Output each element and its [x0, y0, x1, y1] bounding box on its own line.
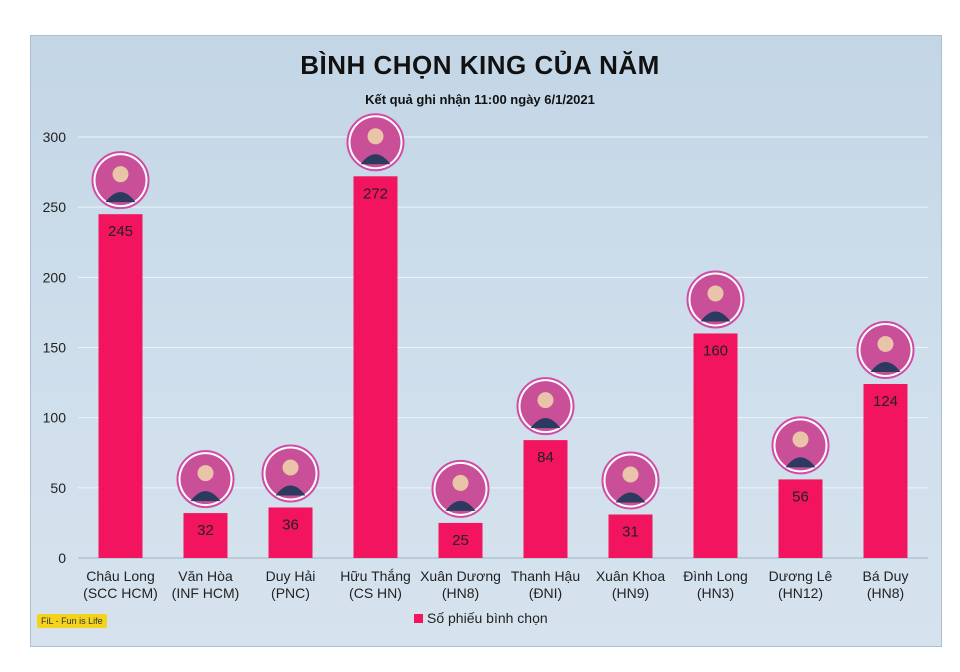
x-tick-label: (HN12) — [778, 585, 823, 601]
x-tick-label: (HN3) — [697, 585, 734, 601]
avatar-head — [792, 431, 809, 448]
x-tick-label: (INF HCM) — [172, 585, 240, 601]
data-label: 245 — [108, 223, 133, 240]
x-tick-label: Xuân Dương — [420, 568, 501, 584]
x-tick-label: Thanh Hậu — [511, 568, 580, 584]
avatar-head — [537, 392, 554, 409]
x-tick-label: Dương Lê — [769, 568, 833, 584]
x-tick-label: (PNC) — [271, 585, 310, 601]
x-tick-label: (HN9) — [612, 585, 649, 601]
x-tick-label: Xuân Khoa — [596, 568, 665, 584]
bar — [523, 440, 568, 558]
avatar-body — [785, 457, 816, 468]
avatar-head — [197, 465, 214, 482]
bar — [98, 214, 143, 558]
avatar-head — [282, 459, 299, 476]
data-label: 160 — [703, 342, 728, 359]
avatar-head — [452, 474, 469, 491]
bar — [778, 479, 823, 558]
data-label: 25 — [452, 532, 469, 549]
avatar-head — [367, 128, 384, 145]
avatar-body — [105, 192, 136, 203]
data-label: 32 — [197, 522, 214, 539]
data-label: 36 — [282, 516, 299, 533]
x-tick-label: (ĐNI) — [529, 585, 562, 601]
legend-swatch — [414, 614, 423, 623]
x-tick-label: Văn Hòa — [178, 568, 233, 584]
y-tick-label: 150 — [43, 340, 67, 356]
x-tick-label: Duy Hải — [266, 568, 316, 584]
avatar-body — [615, 492, 646, 503]
avatar-head — [622, 466, 639, 483]
x-tick-label: (HN8) — [442, 585, 479, 601]
avatar-body — [275, 485, 306, 496]
y-tick-label: 200 — [43, 269, 67, 285]
data-label: 31 — [622, 523, 639, 540]
bar — [438, 522, 483, 558]
chart-subtitle: Kết quả ghi nhận 11:00 ngày 6/1/2021 — [365, 92, 595, 107]
avatar-head — [112, 166, 129, 183]
y-tick-label: 100 — [43, 410, 67, 426]
x-tick-label: Châu Long — [86, 568, 155, 584]
y-tick-label: 300 — [43, 129, 67, 145]
data-label: 84 — [537, 449, 554, 466]
avatar-body — [445, 500, 476, 511]
x-tick-label: Bá Duy — [863, 568, 909, 584]
avatar-body — [360, 154, 391, 165]
x-tick-label: (HN8) — [867, 585, 904, 601]
legend-label: Số phiếu bình chọn — [427, 610, 548, 626]
chart-title: BÌNH CHỌN KING CỦA NĂM — [300, 50, 660, 80]
x-tick-label: (SCC HCM) — [83, 585, 158, 601]
y-tick-label: 50 — [50, 480, 66, 496]
bar — [268, 507, 313, 558]
x-tick-label: Đình Long — [683, 568, 748, 584]
data-label: 124 — [873, 393, 898, 410]
bar — [608, 514, 653, 558]
avatar-body — [700, 311, 731, 322]
bar — [353, 176, 398, 558]
y-tick-label: 0 — [58, 550, 66, 566]
avatar-body — [530, 418, 561, 429]
y-tick-label: 250 — [43, 199, 67, 215]
data-label: 272 — [363, 185, 388, 202]
avatar-head — [707, 285, 724, 302]
bar — [183, 513, 228, 558]
bar — [863, 383, 908, 558]
avatar-body — [190, 491, 221, 502]
x-tick-label: (CS HN) — [349, 585, 402, 601]
x-tick-label: Hữu Thắng — [340, 568, 411, 584]
avatar-head — [877, 335, 894, 352]
brand-logo: FiL - Fun is Life — [37, 614, 107, 628]
avatar-body — [870, 361, 901, 372]
bar — [693, 333, 738, 558]
data-label: 56 — [792, 488, 809, 505]
